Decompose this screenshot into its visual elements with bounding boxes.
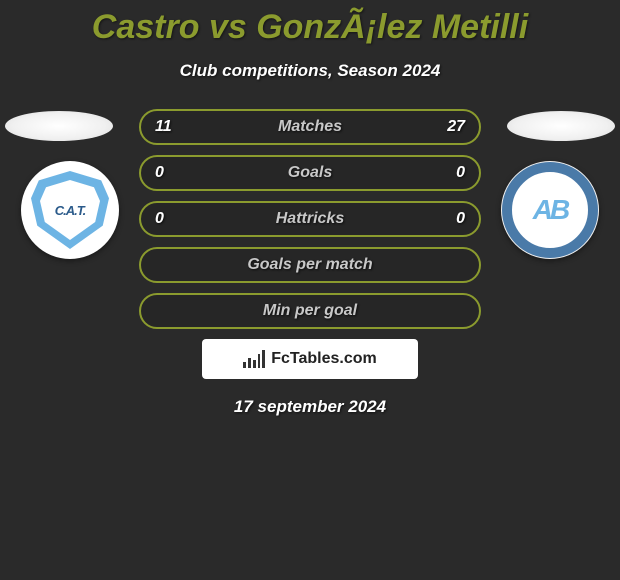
watermark-text: FcTables.com — [271, 350, 377, 368]
player-photo-right — [507, 111, 615, 141]
stat-label: Hattricks — [185, 210, 435, 228]
stat-value-left: 0 — [155, 164, 185, 182]
watermark: FcTables.com — [202, 339, 418, 379]
player-photo-left — [5, 111, 113, 141]
club-badge-left-text: C.A.T. — [55, 203, 86, 218]
club-badge-right: CLUB ATLETICO BELGRANO CORDOBA AB — [501, 161, 599, 259]
stat-row: Goals per match — [139, 247, 481, 283]
date-text: 17 september 2024 — [0, 397, 620, 417]
subtitle: Club competitions, Season 2024 — [0, 61, 620, 81]
stat-row: 0 Hattricks 0 — [139, 201, 481, 237]
club-badge-right-text: AB — [533, 194, 567, 226]
stat-label: Min per goal — [185, 302, 435, 320]
stat-value-right: 0 — [435, 210, 465, 228]
stat-row: Min per goal — [139, 293, 481, 329]
stat-label: Matches — [185, 118, 435, 136]
comparison-panel: C.A.T. CLUB ATLETICO BELGRANO CORDOBA AB — [0, 109, 620, 417]
stat-row: 11 Matches 27 — [139, 109, 481, 145]
stat-value-left: 11 — [155, 118, 185, 136]
svg-text:CORDOBA: CORDOBA — [534, 229, 566, 239]
club-badge-left: C.A.T. — [21, 161, 119, 259]
stat-label: Goals per match — [185, 256, 435, 274]
page-title: Castro vs GonzÃ¡lez Metilli — [0, 0, 620, 47]
stat-row: 0 Goals 0 — [139, 155, 481, 191]
stat-value-right: 27 — [435, 118, 465, 136]
bar-chart-icon — [243, 350, 265, 368]
stat-rows: 11 Matches 27 0 Goals 0 0 Hattricks 0 Go… — [139, 109, 481, 329]
stat-value-right: 0 — [435, 164, 465, 182]
stat-value-left: 0 — [155, 210, 185, 228]
stat-label: Goals — [185, 164, 435, 182]
